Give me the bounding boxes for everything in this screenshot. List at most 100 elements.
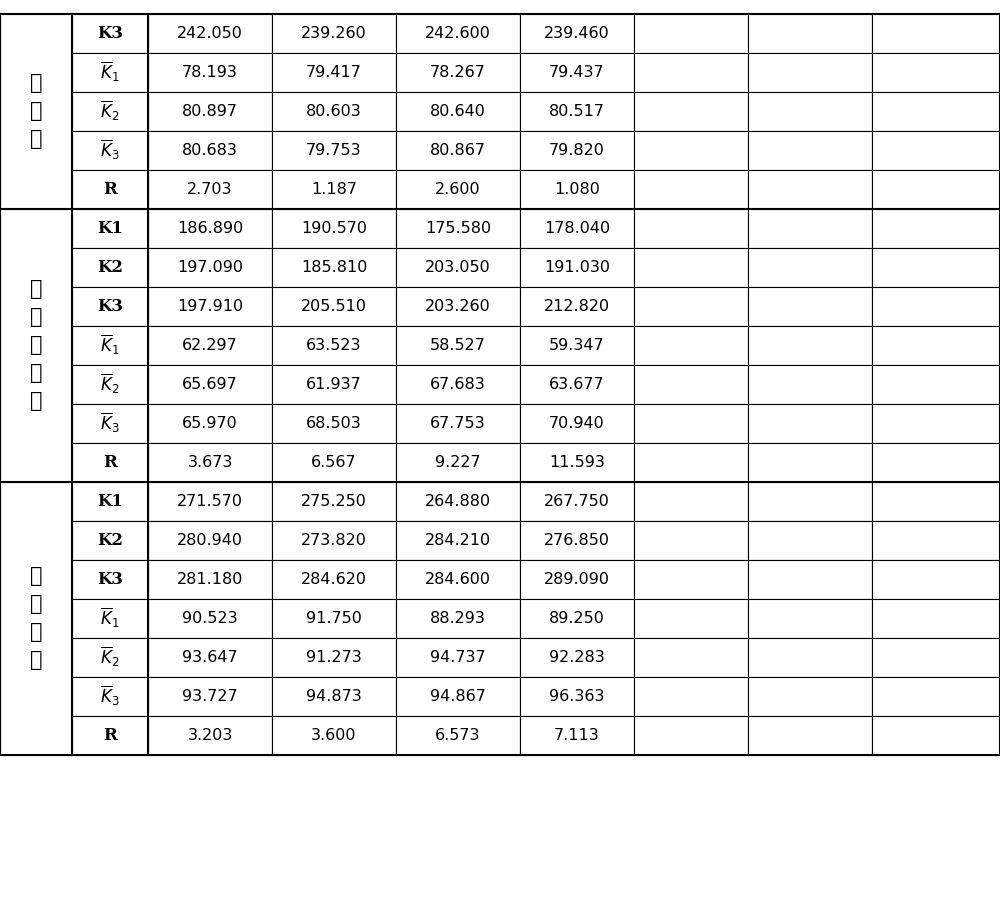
Bar (148, 404, 272, 443)
Bar (396, 170, 520, 209)
Bar (0, 482, 72, 755)
Bar (72, 287, 148, 326)
Text: 80.683: 80.683 (182, 142, 238, 158)
Bar (634, 677, 748, 716)
Text: $\overline{K}_{2}$: $\overline{K}_{2}$ (100, 372, 120, 396)
Bar (272, 287, 396, 326)
Text: 6.573: 6.573 (435, 727, 481, 743)
Bar (148, 209, 272, 248)
Bar (148, 443, 272, 482)
Bar (72, 248, 148, 287)
Bar (520, 677, 634, 716)
Text: 79.753: 79.753 (306, 142, 362, 158)
Bar (272, 716, 396, 755)
Bar (520, 287, 634, 326)
Bar (72, 599, 148, 638)
Bar (520, 53, 634, 92)
Text: 91.750: 91.750 (306, 610, 362, 626)
Text: 61.937: 61.937 (306, 376, 362, 392)
Bar (748, 170, 872, 209)
Bar (634, 287, 748, 326)
Bar (396, 404, 520, 443)
Bar (520, 638, 634, 677)
Text: K3: K3 (97, 24, 123, 42)
Bar (872, 170, 1000, 209)
Bar (520, 209, 634, 248)
Bar (872, 365, 1000, 404)
Bar (634, 521, 748, 560)
Bar (748, 92, 872, 131)
Bar (872, 14, 1000, 53)
Bar (148, 521, 272, 560)
Bar (72, 638, 148, 677)
Bar (520, 521, 634, 560)
Bar (396, 599, 520, 638)
Text: 7.113: 7.113 (554, 727, 600, 743)
Bar (634, 14, 748, 53)
Bar (520, 404, 634, 443)
Text: 190.570: 190.570 (301, 220, 367, 236)
Text: 91.273: 91.273 (306, 649, 362, 665)
Bar (72, 209, 148, 248)
Text: 203.050: 203.050 (425, 259, 491, 275)
Bar (72, 521, 148, 560)
Text: 78.193: 78.193 (182, 64, 238, 80)
Text: 289.090: 289.090 (544, 571, 610, 587)
Bar (634, 326, 748, 365)
Bar (272, 53, 396, 92)
Bar (748, 716, 872, 755)
Text: 275.250: 275.250 (301, 493, 367, 509)
Text: 280.940: 280.940 (177, 532, 243, 548)
Text: $\overline{K}_{3}$: $\overline{K}_{3}$ (100, 138, 120, 162)
Text: 94.867: 94.867 (430, 688, 486, 704)
Bar (72, 131, 148, 170)
Bar (148, 131, 272, 170)
Text: 96.363: 96.363 (549, 688, 605, 704)
Bar (520, 326, 634, 365)
Bar (72, 404, 148, 443)
Text: 70.940: 70.940 (549, 415, 605, 431)
Text: 203.260: 203.260 (425, 298, 491, 314)
Bar (272, 14, 396, 53)
Bar (272, 131, 396, 170)
Bar (520, 716, 634, 755)
Bar (148, 287, 272, 326)
Bar (872, 599, 1000, 638)
Text: 242.600: 242.600 (425, 25, 491, 41)
Bar (748, 521, 872, 560)
Bar (634, 482, 748, 521)
Bar (148, 92, 272, 131)
Text: 63.523: 63.523 (306, 337, 362, 353)
Text: 212.820: 212.820 (544, 298, 610, 314)
Text: 197.910: 197.910 (177, 298, 243, 314)
Text: $\overline{K}_{3}$: $\overline{K}_{3}$ (100, 411, 120, 435)
Text: 90.523: 90.523 (182, 610, 238, 626)
Bar (748, 326, 872, 365)
Text: 6.567: 6.567 (311, 454, 357, 470)
Bar (872, 209, 1000, 248)
Bar (72, 716, 148, 755)
Bar (0, 14, 1000, 755)
Bar (72, 14, 148, 53)
Text: 80.640: 80.640 (430, 103, 486, 119)
Bar (748, 287, 872, 326)
Bar (148, 716, 272, 755)
Text: K2: K2 (97, 532, 123, 549)
Text: 178.040: 178.040 (544, 220, 610, 236)
Bar (396, 677, 520, 716)
Text: 综
合
评
分: 综 合 评 分 (30, 566, 42, 670)
Bar (872, 326, 1000, 365)
Bar (634, 443, 748, 482)
Bar (872, 404, 1000, 443)
Bar (72, 560, 148, 599)
Text: K3: K3 (97, 297, 123, 315)
Bar (634, 209, 748, 248)
Bar (872, 443, 1000, 482)
Text: 239.260: 239.260 (301, 25, 367, 41)
Text: 80.603: 80.603 (306, 103, 362, 119)
Bar (520, 14, 634, 53)
Text: 191.030: 191.030 (544, 259, 610, 275)
Bar (0, 14, 72, 209)
Text: 3.203: 3.203 (187, 727, 233, 743)
Bar (634, 248, 748, 287)
